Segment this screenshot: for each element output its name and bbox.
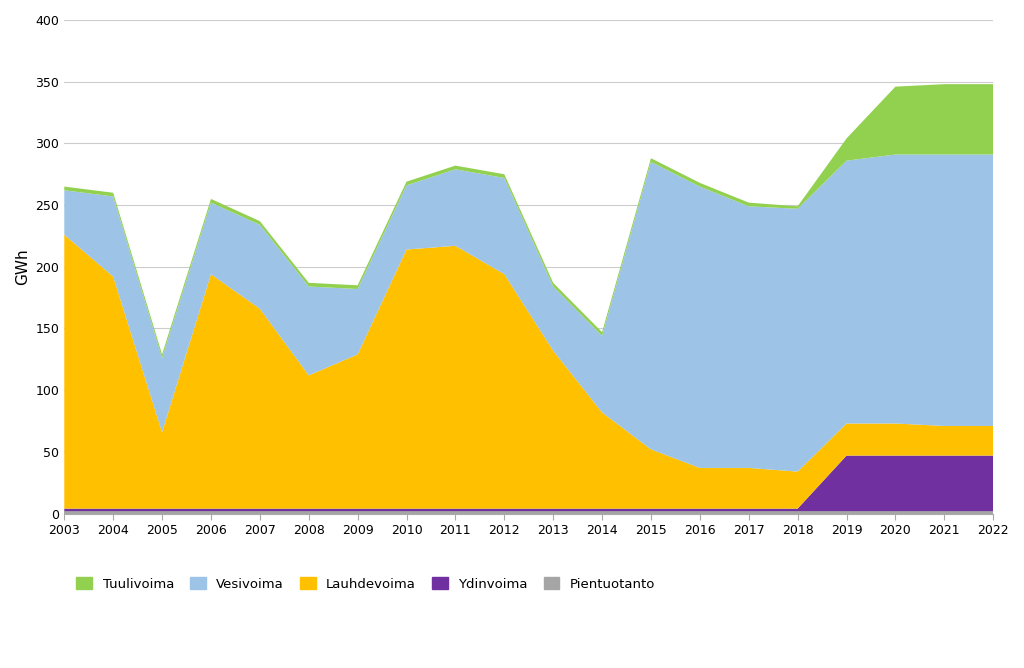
Legend: Tuulivoima, Vesivoima, Lauhdevoima, Ydinvoima, Pientuotanto: Tuulivoima, Vesivoima, Lauhdevoima, Ydin… (71, 572, 660, 596)
Y-axis label: GWh: GWh (15, 248, 30, 285)
